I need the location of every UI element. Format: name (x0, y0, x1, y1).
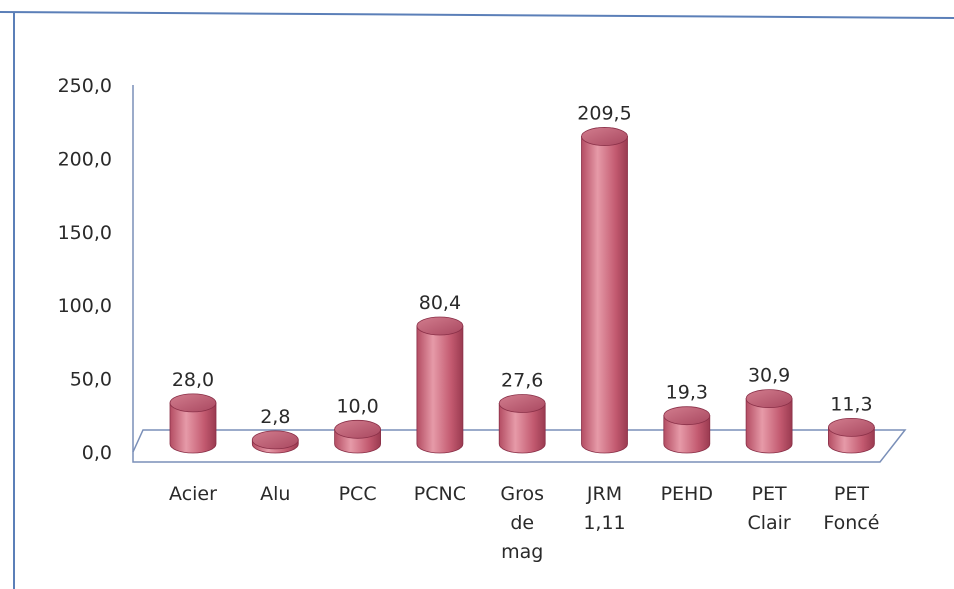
bar-top (581, 127, 628, 146)
data-labels: 28,0 2,8 10,0 80,4 27,6 209,5 19,3 30,9 11,3 (172, 102, 873, 427)
bar (498, 394, 546, 454)
category-label: PCC (339, 483, 377, 505)
category-label: PET Foncé (823, 483, 879, 534)
bar (828, 418, 875, 454)
bar-top (663, 406, 711, 426)
frame-top-line (0, 11, 954, 19)
category-label: PET Clair (747, 483, 790, 534)
bar-top (828, 418, 875, 437)
data-label: 11,3 (830, 393, 872, 415)
category-label: Acier (169, 483, 217, 505)
y-ticks: 0,0 50,0 100,0 150,0 200,0 250,0 (58, 75, 112, 464)
data-label: 19,3 (666, 382, 708, 404)
floor-plane (132, 429, 907, 463)
y-tick-label: 0,0 (82, 442, 112, 464)
bar (334, 419, 382, 454)
y-tick-label: 50,0 (70, 369, 112, 391)
bar-body (581, 136, 628, 454)
data-label: 30,9 (748, 365, 790, 387)
category-label: Gros de mag (500, 483, 544, 563)
bar (745, 389, 793, 454)
bar (581, 127, 628, 454)
bar-body (663, 415, 711, 454)
y-tick-label: 200,0 (58, 148, 112, 170)
bar-body (416, 325, 464, 454)
y-tick-label: 100,0 (58, 295, 112, 317)
bar-top (498, 394, 546, 413)
axes (132, 85, 907, 463)
bar-top (251, 430, 299, 450)
bar-top (416, 316, 464, 336)
bar-top (169, 393, 217, 413)
data-label: 28,0 (172, 369, 214, 391)
data-label: 80,4 (419, 292, 461, 314)
data-label: 2,8 (260, 406, 290, 428)
bar-body (498, 403, 546, 454)
bar-top (334, 419, 382, 439)
category-label: JRM 1,11 (583, 483, 625, 534)
category-labels: Acier Alu PCC PCNC Gros de mag JRM 1,11 PEHD PET Cl… (169, 483, 879, 563)
data-label: 209,5 (577, 102, 631, 124)
category-label: PCNC (414, 483, 466, 505)
bar (416, 316, 464, 454)
category-label: Alu (260, 483, 290, 505)
y-tick-label: 250,0 (58, 75, 112, 97)
bar-body (745, 398, 793, 454)
bar (663, 406, 711, 454)
data-label: 27,6 (501, 369, 543, 391)
bars (169, 127, 875, 454)
data-label: 10,0 (336, 395, 378, 417)
category-label: PEHD (661, 483, 713, 505)
y-tick-label: 150,0 (58, 222, 112, 244)
bar (169, 393, 217, 454)
bar-top (745, 389, 793, 409)
bar (251, 430, 299, 454)
bar-body (169, 402, 217, 454)
